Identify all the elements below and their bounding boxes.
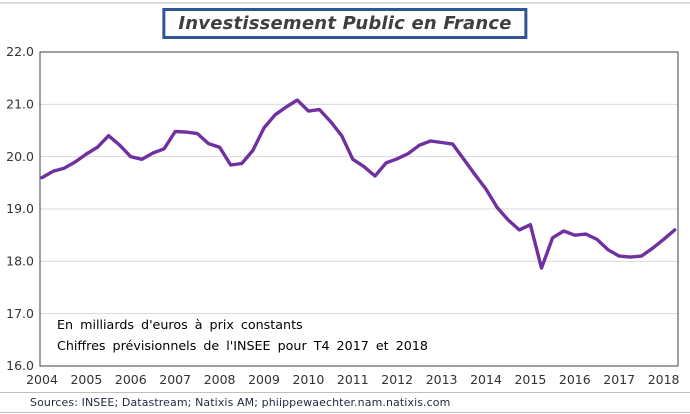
x-axis-tick-label: 2012 bbox=[381, 372, 413, 387]
x-axis-tick-label: 2004 bbox=[26, 372, 58, 387]
y-axis-tick-label: 17.0 bbox=[6, 306, 34, 321]
x-axis-tick-label: 2013 bbox=[426, 372, 458, 387]
y-axis-tick-label: 19.0 bbox=[6, 201, 34, 216]
data-line-investissement bbox=[40, 98, 677, 270]
y-axis-tick-label: 21.0 bbox=[6, 97, 34, 112]
chart-note: En milliards d'euros à prix constants Ch… bbox=[57, 314, 428, 356]
chart-note-line1: En milliards d'euros à prix constants bbox=[57, 317, 303, 332]
x-axis-tick-label: 2008 bbox=[204, 372, 236, 387]
source-bar: Sources: INSEE; Datastream; Natixis AM; … bbox=[0, 392, 690, 413]
chart-note-line2: Chiffres prévisionnels de l'INSEE pour T… bbox=[57, 338, 428, 353]
y-axis-tick-label: 22.0 bbox=[6, 44, 34, 59]
x-axis-tick-label: 2006 bbox=[115, 372, 147, 387]
x-axis-tick-label: 2015 bbox=[514, 372, 546, 387]
x-axis-tick-label: 2009 bbox=[248, 372, 280, 387]
chart-title: Investissement Public en France bbox=[178, 13, 512, 34]
x-axis-tick-label: 2005 bbox=[70, 372, 102, 387]
x-axis-tick-label: 2014 bbox=[470, 372, 502, 387]
x-axis-tick-label: 2018 bbox=[648, 372, 680, 387]
top-divider bbox=[0, 2, 690, 4]
x-axis-tick-label: 2010 bbox=[292, 372, 324, 387]
y-axis-tick-label: 20.0 bbox=[6, 149, 34, 164]
x-axis-tick-label: 2016 bbox=[559, 372, 591, 387]
x-axis-tick-label: 2011 bbox=[337, 372, 369, 387]
y-axis-tick-label: 18.0 bbox=[6, 254, 34, 269]
x-axis-tick-label: 2007 bbox=[159, 372, 191, 387]
y-axis-tick-label: 16.0 bbox=[6, 358, 34, 373]
source-text: Sources: INSEE; Datastream; Natixis AM; … bbox=[30, 396, 451, 409]
plot-frame bbox=[39, 51, 679, 367]
chart-title-box: Investissement Public en France bbox=[162, 8, 528, 39]
x-axis-tick-label: 2017 bbox=[603, 372, 635, 387]
